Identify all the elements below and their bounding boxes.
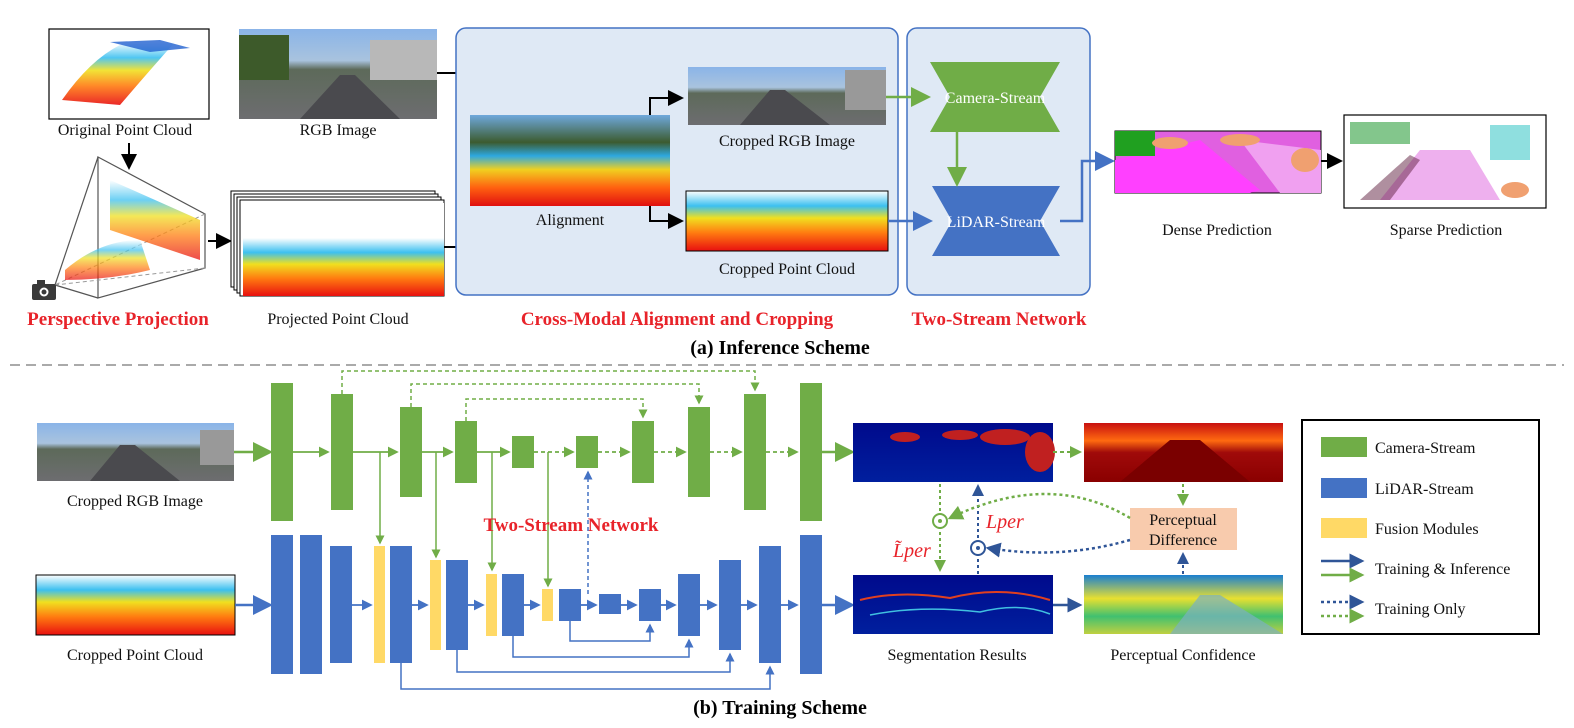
camera-stream-encoder-decoder — [271, 383, 822, 521]
legend-training-inference-label: Training & Inference — [1375, 561, 1510, 578]
training-caption: (b) Training Scheme — [693, 697, 867, 719]
camera-icon — [32, 280, 56, 300]
segmentation-lidar-result — [853, 575, 1053, 634]
perceptual-difference-map — [1084, 423, 1283, 482]
cropped-rgb-image — [688, 67, 886, 125]
cropped-point-cloud-label: Cropped Point Cloud — [719, 261, 855, 278]
legend: Camera-Stream LiDAR-Stream Fusion Module… — [1301, 419, 1540, 635]
two-stream-network-title: Two-Stream Network — [911, 309, 1086, 330]
legend-camera-swatch — [1321, 437, 1367, 457]
perspective-projection-title: Perspective Projection — [27, 309, 209, 330]
perceptual-difference-box — [1130, 508, 1237, 550]
loss-text: Lper — [985, 511, 1024, 533]
dense-prediction-image — [1114, 130, 1322, 194]
fusion-modules — [374, 546, 553, 663]
legend-lidar-swatch — [1321, 478, 1367, 498]
rgb-image — [239, 29, 437, 119]
perspective-frustum — [54, 156, 206, 299]
legend-camera-label: Camera-Stream — [1375, 440, 1476, 457]
lidar-stream-label: LiDAR-Stream — [947, 214, 1046, 231]
cross-modal-title: Cross-Modal Alignment and Cropping — [521, 309, 834, 330]
legend-fusion-swatch — [1321, 518, 1367, 538]
segmentation-camera-result — [853, 423, 1055, 482]
cropped-point-cloud-image — [685, 190, 889, 252]
loss-tilde-text: L̃per — [892, 539, 931, 562]
perceptual-difference-label-1: Perceptual — [1149, 512, 1217, 529]
perceptual-confidence-map — [1084, 575, 1283, 634]
training-scheme: Cropped RGB Image Cropped Point Cloud — [35, 370, 1283, 719]
training-two-stream-title: Two-Stream Network — [483, 515, 658, 536]
cropped-rgb-image-label: Cropped RGB Image — [719, 133, 855, 150]
camera-stream-label: Camera-Stream — [945, 90, 1046, 107]
legend-training-only-label: Training Only — [1375, 601, 1466, 618]
projected-point-cloud-label: Projected Point Cloud — [267, 311, 408, 328]
alignment-image — [470, 115, 670, 206]
projected-point-cloud-stack — [230, 190, 445, 297]
perceptual-confidence-label: Perceptual Confidence — [1110, 647, 1255, 664]
inference-caption: (a) Inference Scheme — [690, 337, 870, 359]
alignment-label: Alignment — [536, 212, 605, 229]
lidar-stream-encoder-decoder — [271, 535, 822, 674]
rgb-image-label: RGB Image — [300, 122, 377, 139]
training-cropped-point-cloud-label: Cropped Point Cloud — [67, 647, 203, 664]
legend-fusion-label: Fusion Modules — [1375, 521, 1479, 538]
segmentation-results-label: Segmentation Results — [887, 647, 1026, 664]
sparse-prediction-image — [1343, 114, 1547, 209]
perceptual-difference-label-2: Difference — [1149, 532, 1217, 549]
original-point-cloud-image — [48, 28, 210, 120]
camera-stream-block — [930, 62, 1060, 132]
inference-scheme: Original Point Cloud Perspective Project… — [27, 27, 1547, 359]
dense-prediction-label: Dense Prediction — [1162, 222, 1272, 239]
lidar-stream-block — [932, 186, 1060, 256]
training-cropped-rgb-label: Cropped RGB Image — [67, 493, 203, 510]
original-point-cloud-label: Original Point Cloud — [58, 122, 192, 139]
sparse-prediction-label: Sparse Prediction — [1390, 222, 1502, 239]
legend-lidar-label: LiDAR-Stream — [1375, 481, 1474, 498]
training-cropped-point-cloud-image — [35, 574, 236, 636]
training-cropped-rgb-image — [37, 423, 234, 481]
